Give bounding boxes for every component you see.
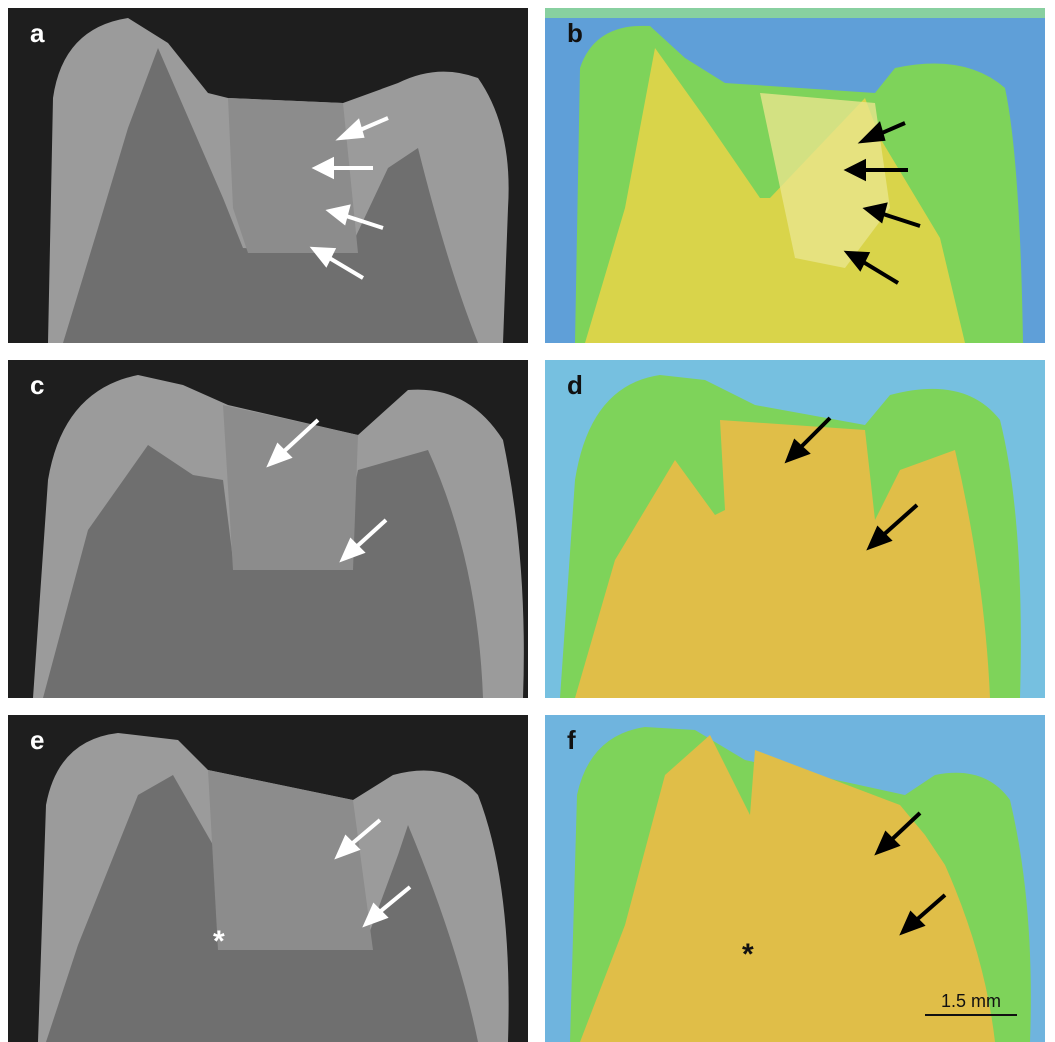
asterisk-f: *: [742, 938, 754, 971]
panel-c: c: [8, 360, 528, 698]
arrows-f: [874, 811, 947, 936]
panel-e-image: [8, 715, 528, 1042]
arrows-e: [334, 818, 412, 928]
panel-a: a: [8, 8, 528, 343]
arrows-c: [266, 418, 388, 563]
panel-d: d: [545, 360, 1045, 698]
asterisk-e: *: [213, 925, 225, 958]
panel-c-image: [8, 360, 528, 698]
panel-d-image: [545, 360, 1045, 698]
arrows-b: [843, 121, 921, 285]
panel-label-e: e: [30, 725, 45, 755]
arrows-d: [784, 416, 919, 551]
panel-label-d: d: [567, 370, 583, 400]
scale-bar-line: [925, 1014, 1017, 1016]
scale-bar-label: 1.5 mm: [940, 991, 1001, 1011]
panel-label-f: f: [567, 725, 576, 755]
panel-label-a: a: [30, 18, 45, 48]
panel-label-b: b: [567, 18, 583, 48]
panel-b: b: [545, 8, 1045, 343]
scale-bar: 1.5 mm: [925, 991, 1017, 1016]
panel-f-image: [545, 715, 1045, 1042]
panel-label-c: c: [30, 370, 45, 400]
arrows-a: [309, 116, 389, 280]
panel-f: f * 1.5 mm: [545, 715, 1045, 1042]
panel-b-image: [545, 8, 1045, 343]
panel-a-image: [8, 8, 528, 343]
panel-e: e *: [8, 715, 528, 1042]
